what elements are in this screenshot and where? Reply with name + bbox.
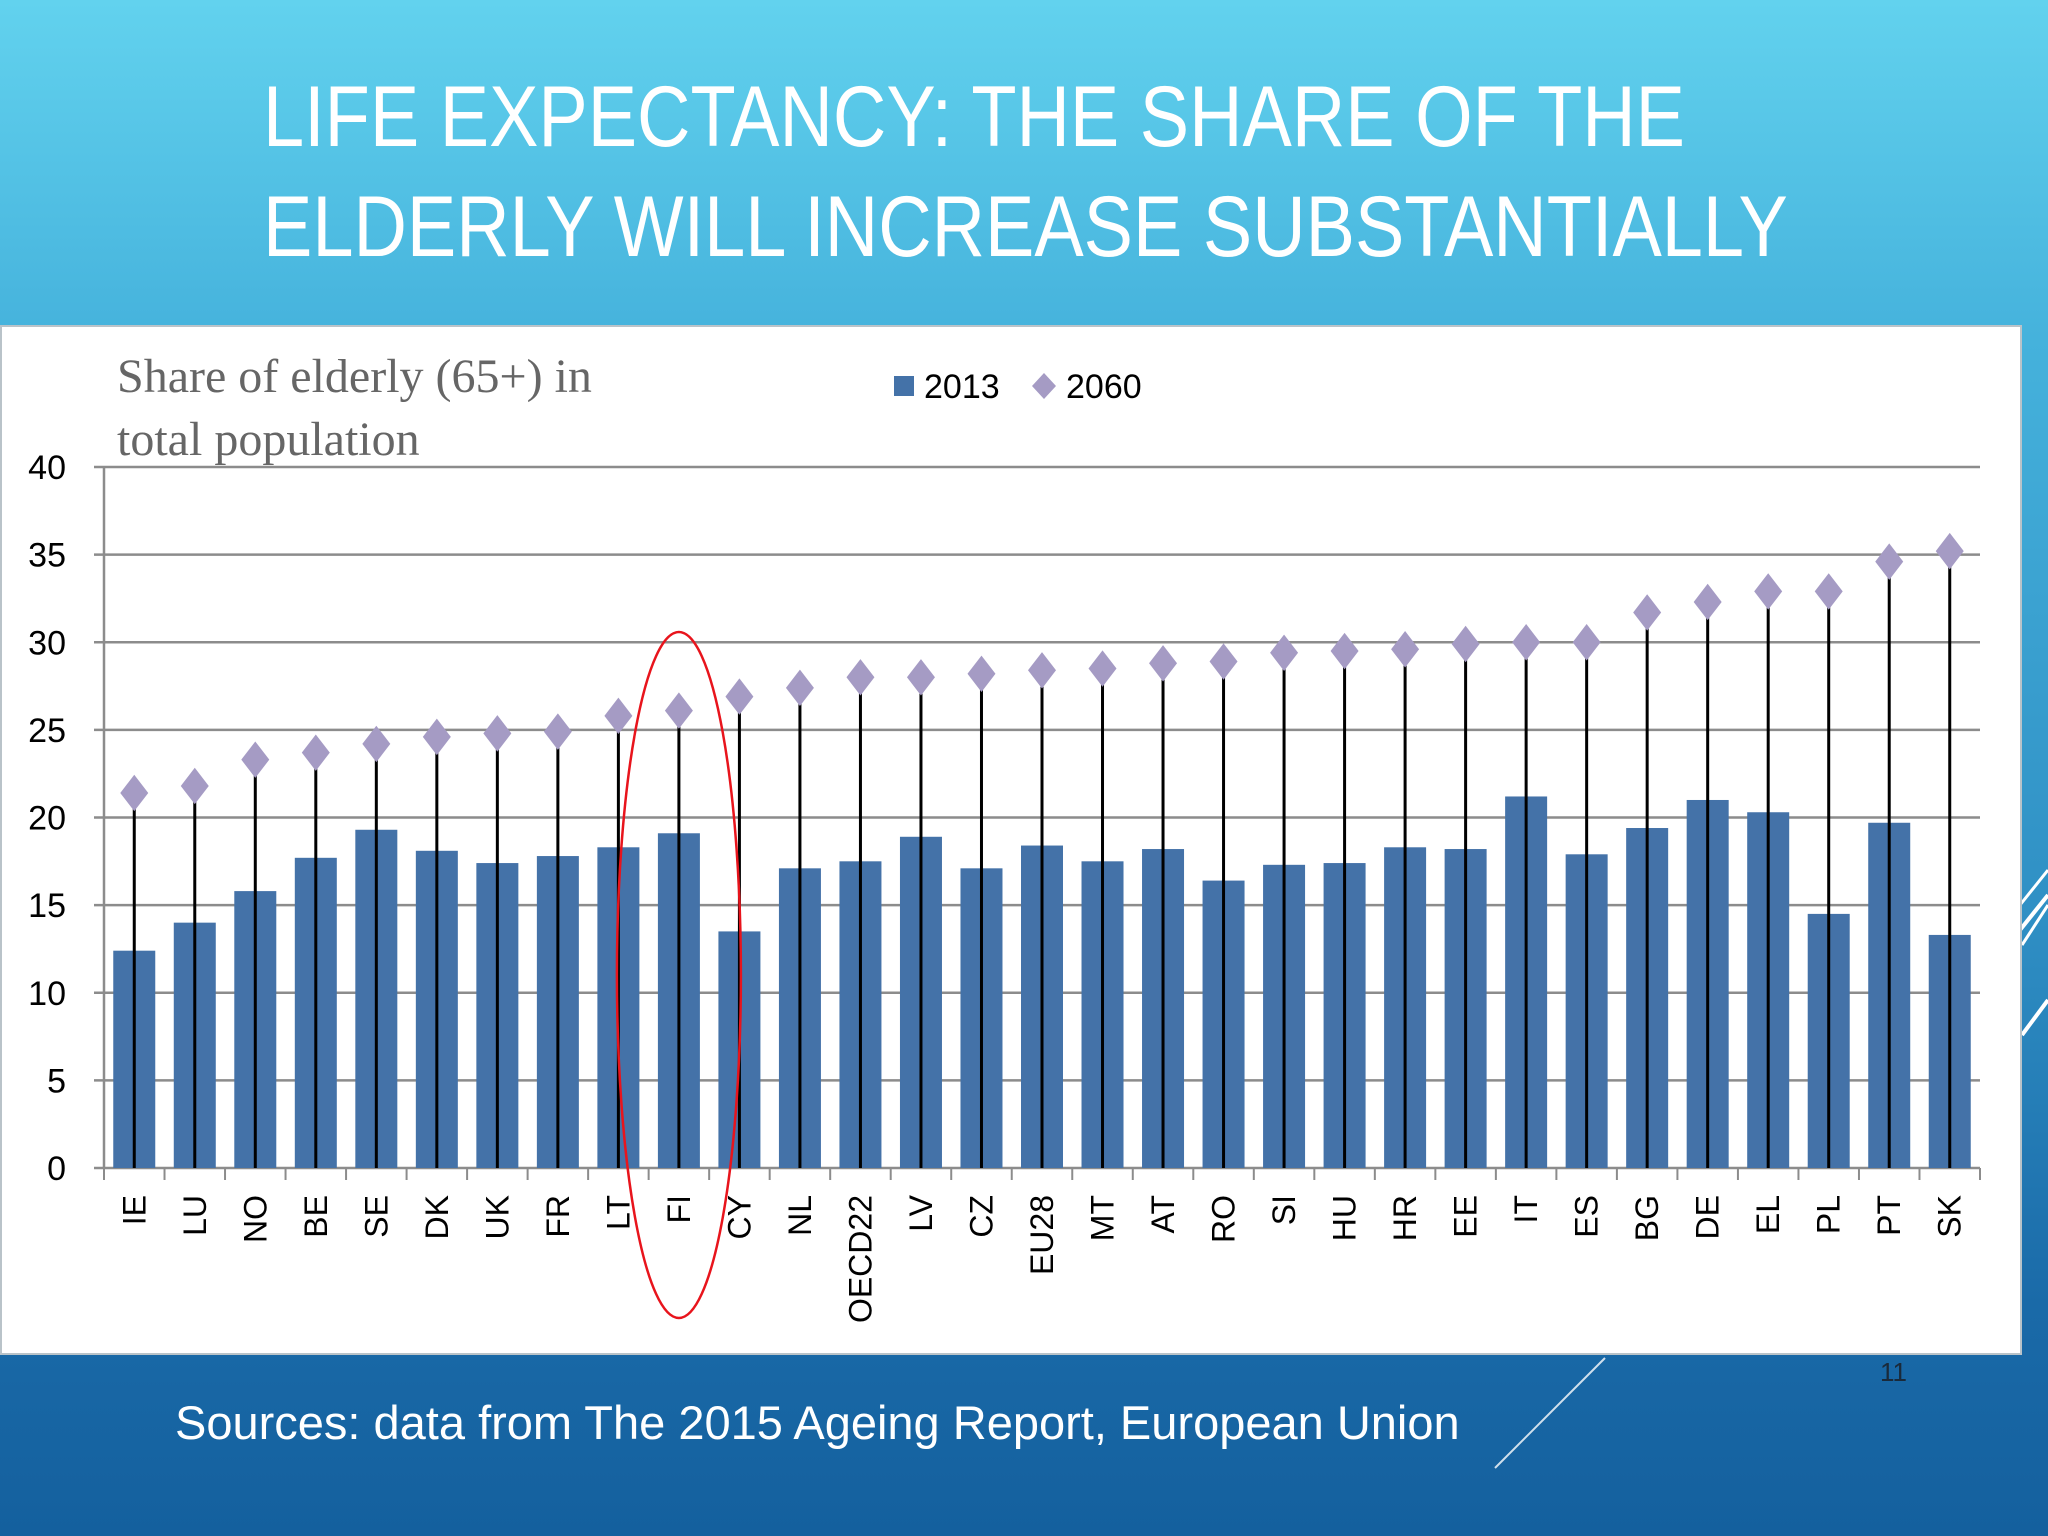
legend-swatch-2013 [894, 376, 914, 396]
marker-2060-AT [1149, 645, 1178, 682]
marker-2060-EE [1451, 625, 1480, 663]
x-tick-label: CY [721, 1195, 757, 1239]
marker-2060-HU [1330, 632, 1359, 670]
x-tick-label: UK [479, 1195, 515, 1239]
marker-2060-MT [1088, 650, 1117, 687]
legend-label-2013: 2013 [924, 368, 1000, 406]
x-tick-label: FR [540, 1195, 576, 1238]
x-tick-label: LV [903, 1194, 939, 1231]
x-tick-label: EL [1750, 1195, 1786, 1234]
marker-2060-BG [1633, 594, 1662, 631]
marker-2060-RO [1209, 643, 1238, 680]
x-tick-label: BE [298, 1195, 334, 1238]
x-tick-label: MT [1085, 1195, 1121, 1241]
marker-2060-PT [1875, 543, 1904, 580]
y-tick-label: 0 [47, 1150, 66, 1188]
marker-2060-SK [1935, 532, 1964, 570]
sources-text: Sources: data from The 2015 Ageing Repor… [175, 1396, 1460, 1449]
highlight-ellipse [615, 630, 743, 1320]
x-tick-label: RO [1206, 1195, 1242, 1243]
chart-container [0, 325, 2022, 1355]
marker-2060-LU [180, 767, 209, 805]
marker-2060-ES [1572, 624, 1601, 661]
chart-title-line2: total population [117, 413, 420, 466]
x-tick-label: SI [1266, 1195, 1302, 1225]
x-tick-label: SE [358, 1195, 394, 1238]
x-tick-label: HU [1327, 1195, 1363, 1241]
slide-title-line2: ELDERLY WILL INCREASE SUBSTANTIALLY [263, 179, 1788, 275]
x-tick-label: FI [661, 1195, 697, 1223]
y-tick-label: 15 [28, 887, 66, 925]
x-tick-label: DE [1690, 1195, 1726, 1239]
marker-2060-IE [120, 774, 149, 812]
marker-2060-SI [1270, 634, 1299, 671]
y-tick-label: 30 [28, 624, 66, 662]
marker-2060-NL [785, 669, 814, 707]
x-tick-label: EU28 [1024, 1195, 1060, 1275]
x-tick-label: PT [1871, 1195, 1907, 1236]
marker-2060-FI [664, 692, 693, 729]
marker-2060-OECD22 [846, 659, 875, 696]
x-tick-label: CZ [963, 1195, 999, 1238]
x-tick-label: ES [1569, 1195, 1605, 1238]
marker-2060-NO [241, 741, 270, 778]
y-tick-label: 20 [28, 800, 66, 838]
x-tick-label: HR [1387, 1195, 1423, 1241]
marker-2060-HR [1391, 631, 1420, 668]
slide-title-line1: LIFE EXPECTANCY: THE SHARE OF THE [263, 69, 1685, 165]
page-number: 11 [1880, 1357, 1907, 1387]
x-tick-label: PL [1811, 1195, 1847, 1234]
x-tick-label: OECD22 [842, 1195, 878, 1323]
marker-2060-IT [1512, 624, 1541, 661]
x-tick-label: AT [1145, 1195, 1181, 1234]
y-tick-label: 35 [28, 537, 66, 575]
x-tick-label: SK [1932, 1195, 1968, 1238]
marker-2060-EL [1754, 573, 1783, 610]
marker-2060-BE [301, 734, 330, 771]
y-tick-label: 40 [28, 449, 66, 487]
x-tick-label: BG [1629, 1195, 1665, 1241]
marker-2060-SE [362, 725, 391, 763]
x-tick-label: NO [237, 1195, 273, 1243]
marker-2060-PL [1814, 573, 1843, 610]
x-tick-label: DK [419, 1195, 455, 1239]
marker-2060-DK [422, 718, 451, 756]
y-tick-label: 5 [47, 1062, 66, 1100]
marker-2060-LT [604, 697, 633, 735]
marker-2060-DE [1693, 583, 1722, 621]
y-tick-label: 10 [28, 975, 66, 1013]
marker-2060-EU28 [1028, 652, 1056, 689]
x-tick-label: IT [1508, 1195, 1544, 1223]
x-tick-label: LU [177, 1195, 213, 1236]
y-tick-label: 25 [28, 712, 66, 750]
x-tick-label: IE [116, 1195, 152, 1225]
marker-2060-LV [906, 659, 935, 696]
slide-title: LIFE EXPECTANCY: THE SHARE OF THE ELDERL… [263, 62, 1788, 282]
marker-2060-CZ [967, 655, 996, 692]
marker-2060-FR [543, 713, 572, 750]
chart-title-line1: Share of elderly (65+) in [117, 350, 592, 403]
legend-swatch-2060 [1032, 373, 1056, 399]
marker-2060-CY [725, 678, 754, 715]
x-tick-label: LT [600, 1195, 636, 1230]
legend-label-2060: 2060 [1066, 368, 1142, 406]
x-tick-label: EE [1448, 1195, 1484, 1238]
marker-2060-UK [483, 715, 512, 752]
x-tick-label: NL [782, 1195, 818, 1236]
